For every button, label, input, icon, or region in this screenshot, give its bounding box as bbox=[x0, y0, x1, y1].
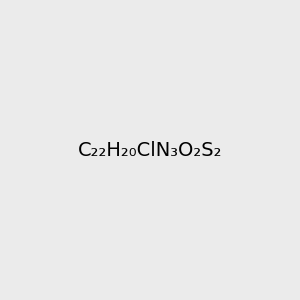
Text: C₂₂H₂₀ClN₃O₂S₂: C₂₂H₂₀ClN₃O₂S₂ bbox=[78, 140, 222, 160]
